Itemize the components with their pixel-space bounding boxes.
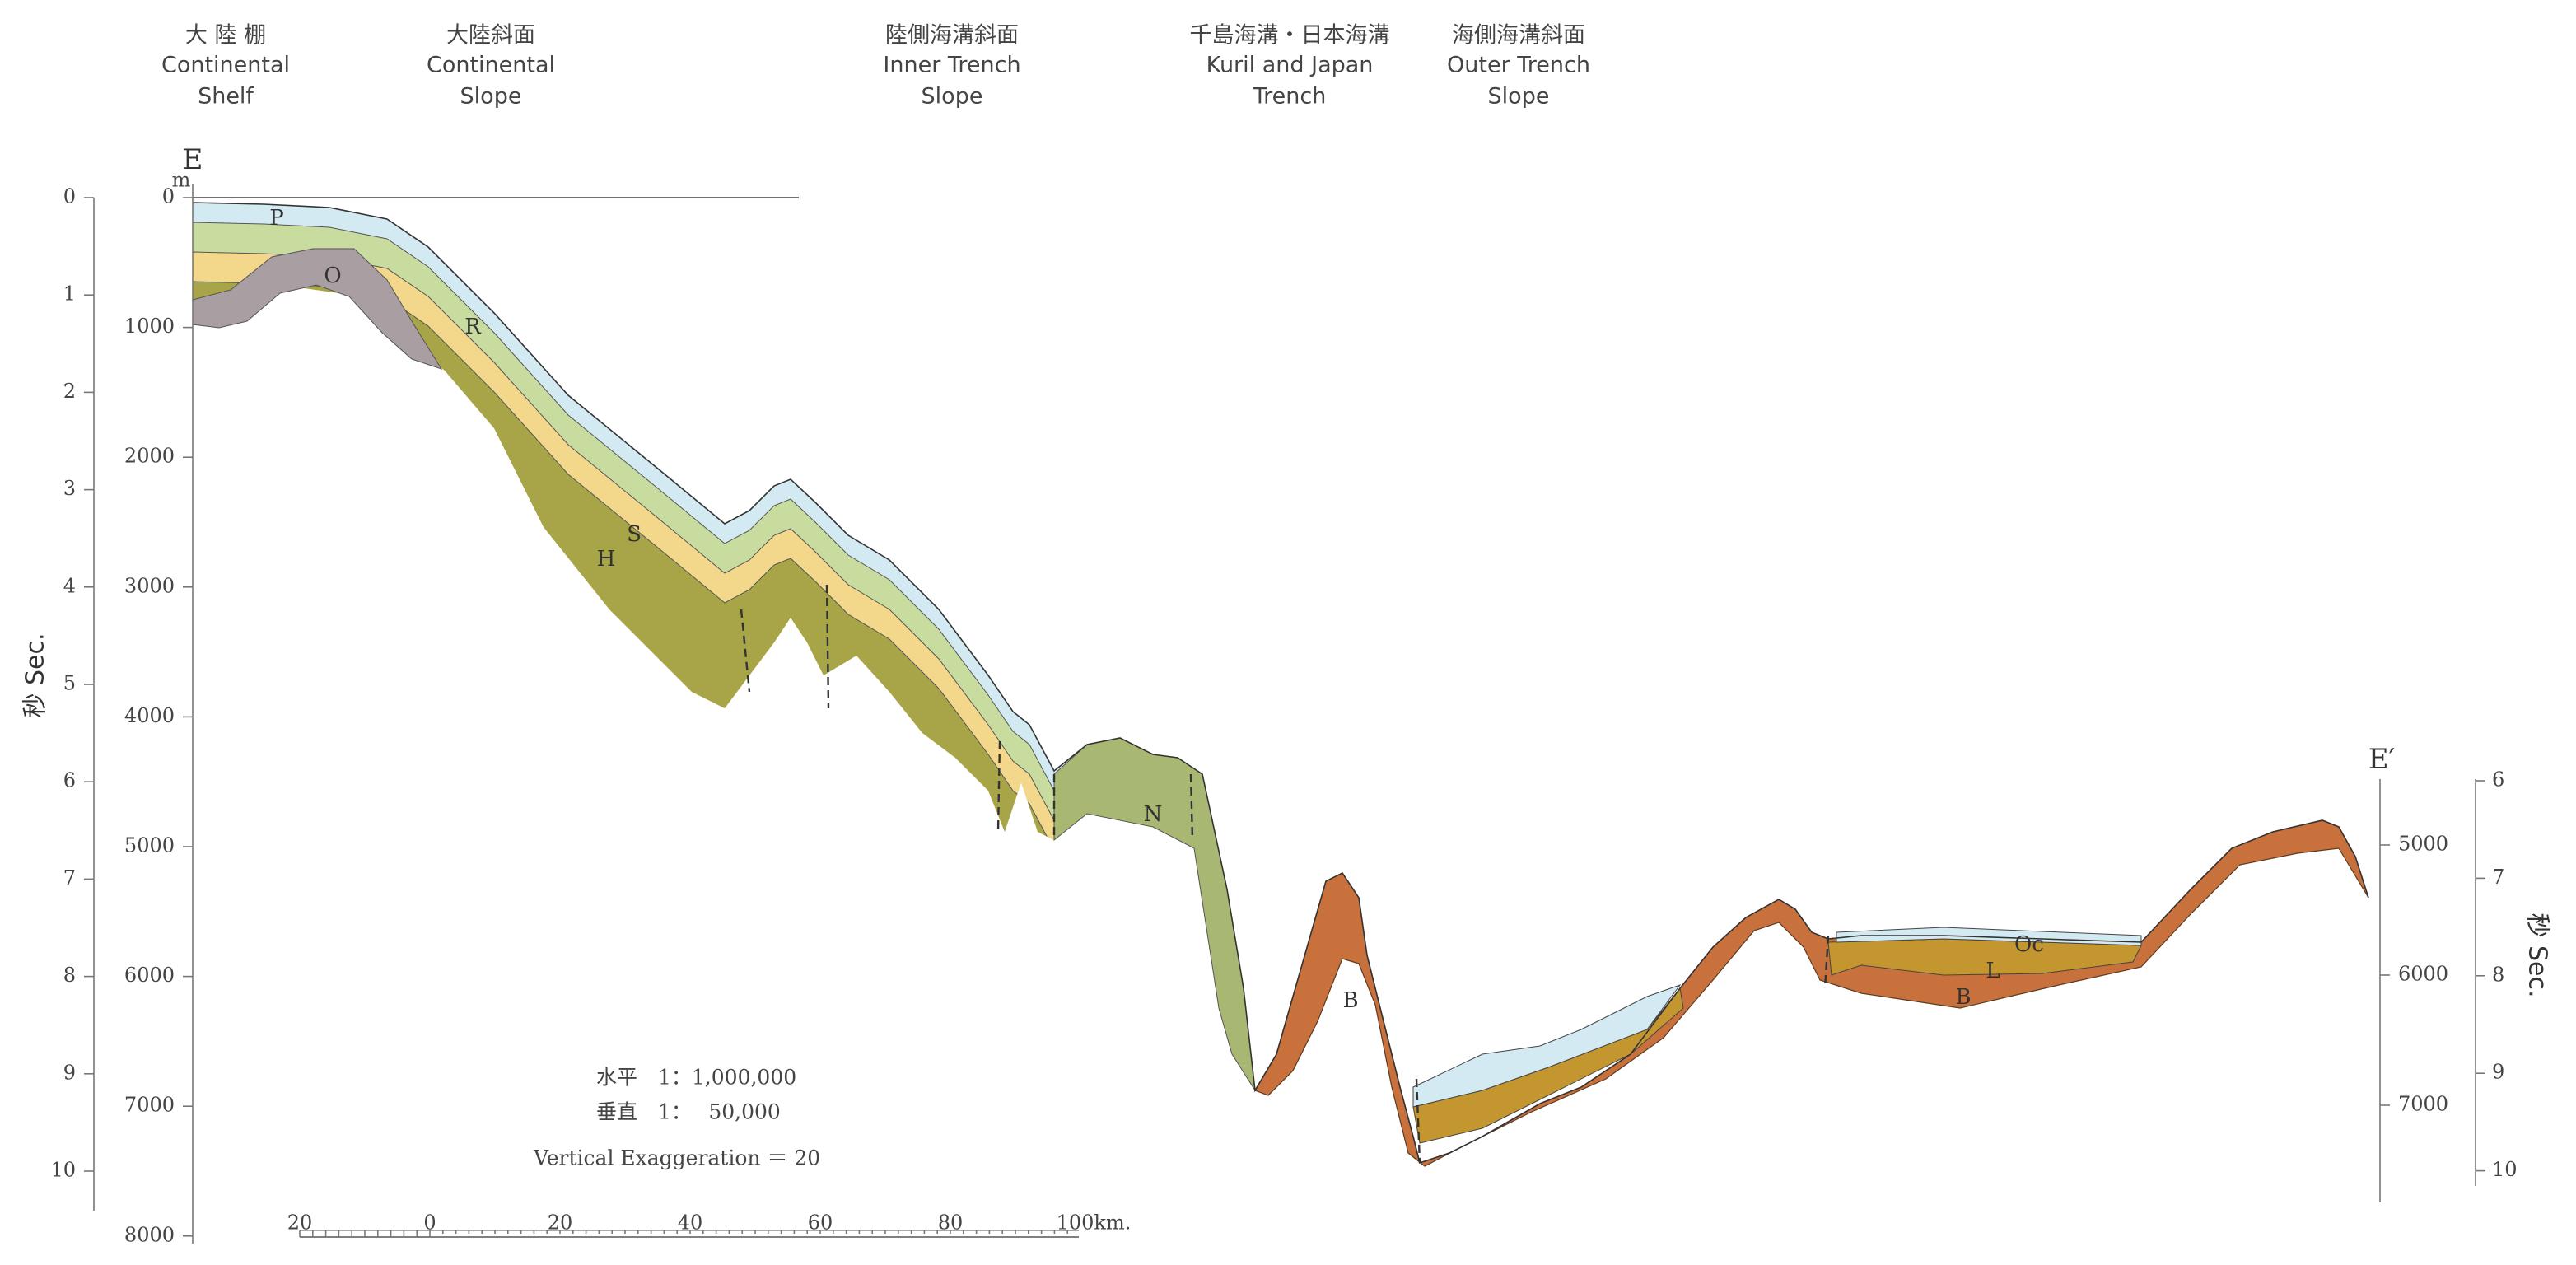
tick-label: 8000 bbox=[124, 1223, 175, 1246]
layer-o bbox=[192, 248, 443, 370]
fault bbox=[1189, 773, 1194, 841]
tick-label: 7000 bbox=[124, 1094, 175, 1117]
tick-label: 7 bbox=[2492, 866, 2504, 889]
region-label: 千島海溝・日本海溝 bbox=[1190, 23, 1390, 49]
axis-title: 秒 Sec. bbox=[2523, 913, 2552, 997]
region-label: Shelf bbox=[198, 84, 254, 110]
profile-end-right: E′ bbox=[2368, 743, 2396, 776]
region-label: Continental bbox=[161, 53, 290, 78]
tick-label: 2 bbox=[63, 380, 76, 403]
scale-label: 100km. bbox=[1057, 1211, 1132, 1235]
axis-title: 秒 Sec. bbox=[21, 632, 50, 717]
region-label: Outer Trench bbox=[1447, 53, 1590, 78]
geology bbox=[192, 202, 2369, 1167]
layer-label: S bbox=[627, 522, 642, 547]
fault bbox=[996, 740, 1001, 833]
layer-label: O bbox=[324, 264, 341, 288]
scale-label: 20 bbox=[287, 1211, 313, 1235]
scale-label: 40 bbox=[678, 1211, 703, 1235]
layer-label: R bbox=[464, 315, 482, 339]
layer-label: Oc bbox=[2014, 932, 2044, 957]
tick-label: 10 bbox=[2492, 1158, 2518, 1181]
tick-label: 0 bbox=[63, 185, 76, 208]
tick-label: 8 bbox=[2492, 963, 2504, 986]
tick-label: 5 bbox=[63, 672, 76, 695]
vertical-scale: 垂直 1： 50,000 bbox=[596, 1100, 781, 1124]
fault bbox=[825, 584, 830, 709]
region-label: 大 陸 棚 bbox=[185, 23, 266, 49]
layer-label: H bbox=[597, 547, 616, 572]
tick-label: 7 bbox=[63, 866, 76, 889]
region-label: 海側海溝斜面 bbox=[1452, 23, 1585, 49]
scale-label: 80 bbox=[938, 1211, 964, 1235]
region-label: Kuril and Japan bbox=[1206, 53, 1374, 78]
region-label: Continental bbox=[427, 53, 555, 78]
layer-label: B bbox=[1955, 985, 1971, 1010]
scale-label: 60 bbox=[808, 1211, 833, 1235]
tick-label: 1 bbox=[63, 282, 76, 306]
layer-label: L bbox=[1986, 959, 2000, 983]
tick-label: 3 bbox=[63, 477, 76, 500]
scale-label: 0 bbox=[423, 1211, 436, 1235]
fault bbox=[1823, 935, 1830, 989]
tick-label: 4000 bbox=[124, 704, 175, 727]
fault bbox=[1415, 1078, 1421, 1164]
region-label: 陸側海溝斜面 bbox=[885, 23, 1019, 49]
region-label: 大陸斜面 bbox=[446, 23, 535, 49]
unit: m bbox=[172, 169, 191, 192]
tick-label: 7000 bbox=[2398, 1093, 2448, 1116]
scale-label: 20 bbox=[548, 1211, 573, 1235]
layer-oc bbox=[1836, 927, 2142, 946]
tick-label: 4 bbox=[63, 574, 76, 597]
region-label: Trench bbox=[1253, 84, 1327, 110]
horizontal-scale: 水平 1：1,000,000 bbox=[596, 1066, 796, 1090]
exaggeration: Vertical Exaggeration ＝ 20 bbox=[533, 1146, 820, 1170]
fault bbox=[740, 609, 751, 693]
tick-label: 1000 bbox=[124, 315, 175, 338]
layer-label: N bbox=[1144, 802, 1163, 827]
layer-label: B bbox=[1342, 988, 1358, 1013]
region-label: Slope bbox=[922, 84, 983, 110]
tick-label: 3000 bbox=[124, 574, 175, 597]
tick-label: 10 bbox=[50, 1159, 76, 1182]
layer-n bbox=[1053, 737, 1256, 1091]
region-label: Slope bbox=[1488, 84, 1550, 110]
region-label: Slope bbox=[460, 84, 522, 110]
tick-label: 8 bbox=[63, 964, 76, 987]
layer-label: P bbox=[269, 206, 284, 231]
region-label: Inner Trench bbox=[883, 53, 1020, 78]
seafloor bbox=[192, 202, 2369, 1165]
tick-label: 9 bbox=[2492, 1061, 2504, 1084]
tick-label: 6000 bbox=[124, 964, 175, 987]
tick-label: 0 bbox=[162, 185, 175, 208]
trench-water bbox=[1412, 983, 1682, 1108]
tick-label: 9 bbox=[63, 1061, 76, 1084]
profile-end-left: E bbox=[183, 143, 203, 176]
tick-label: 5000 bbox=[124, 834, 175, 857]
tick-label: 2000 bbox=[124, 445, 175, 468]
tick-label: 6 bbox=[63, 769, 76, 792]
tick-label: 6 bbox=[2492, 768, 2504, 791]
tick-label: 5000 bbox=[2398, 833, 2448, 856]
tick-label: 6000 bbox=[2398, 963, 2448, 986]
